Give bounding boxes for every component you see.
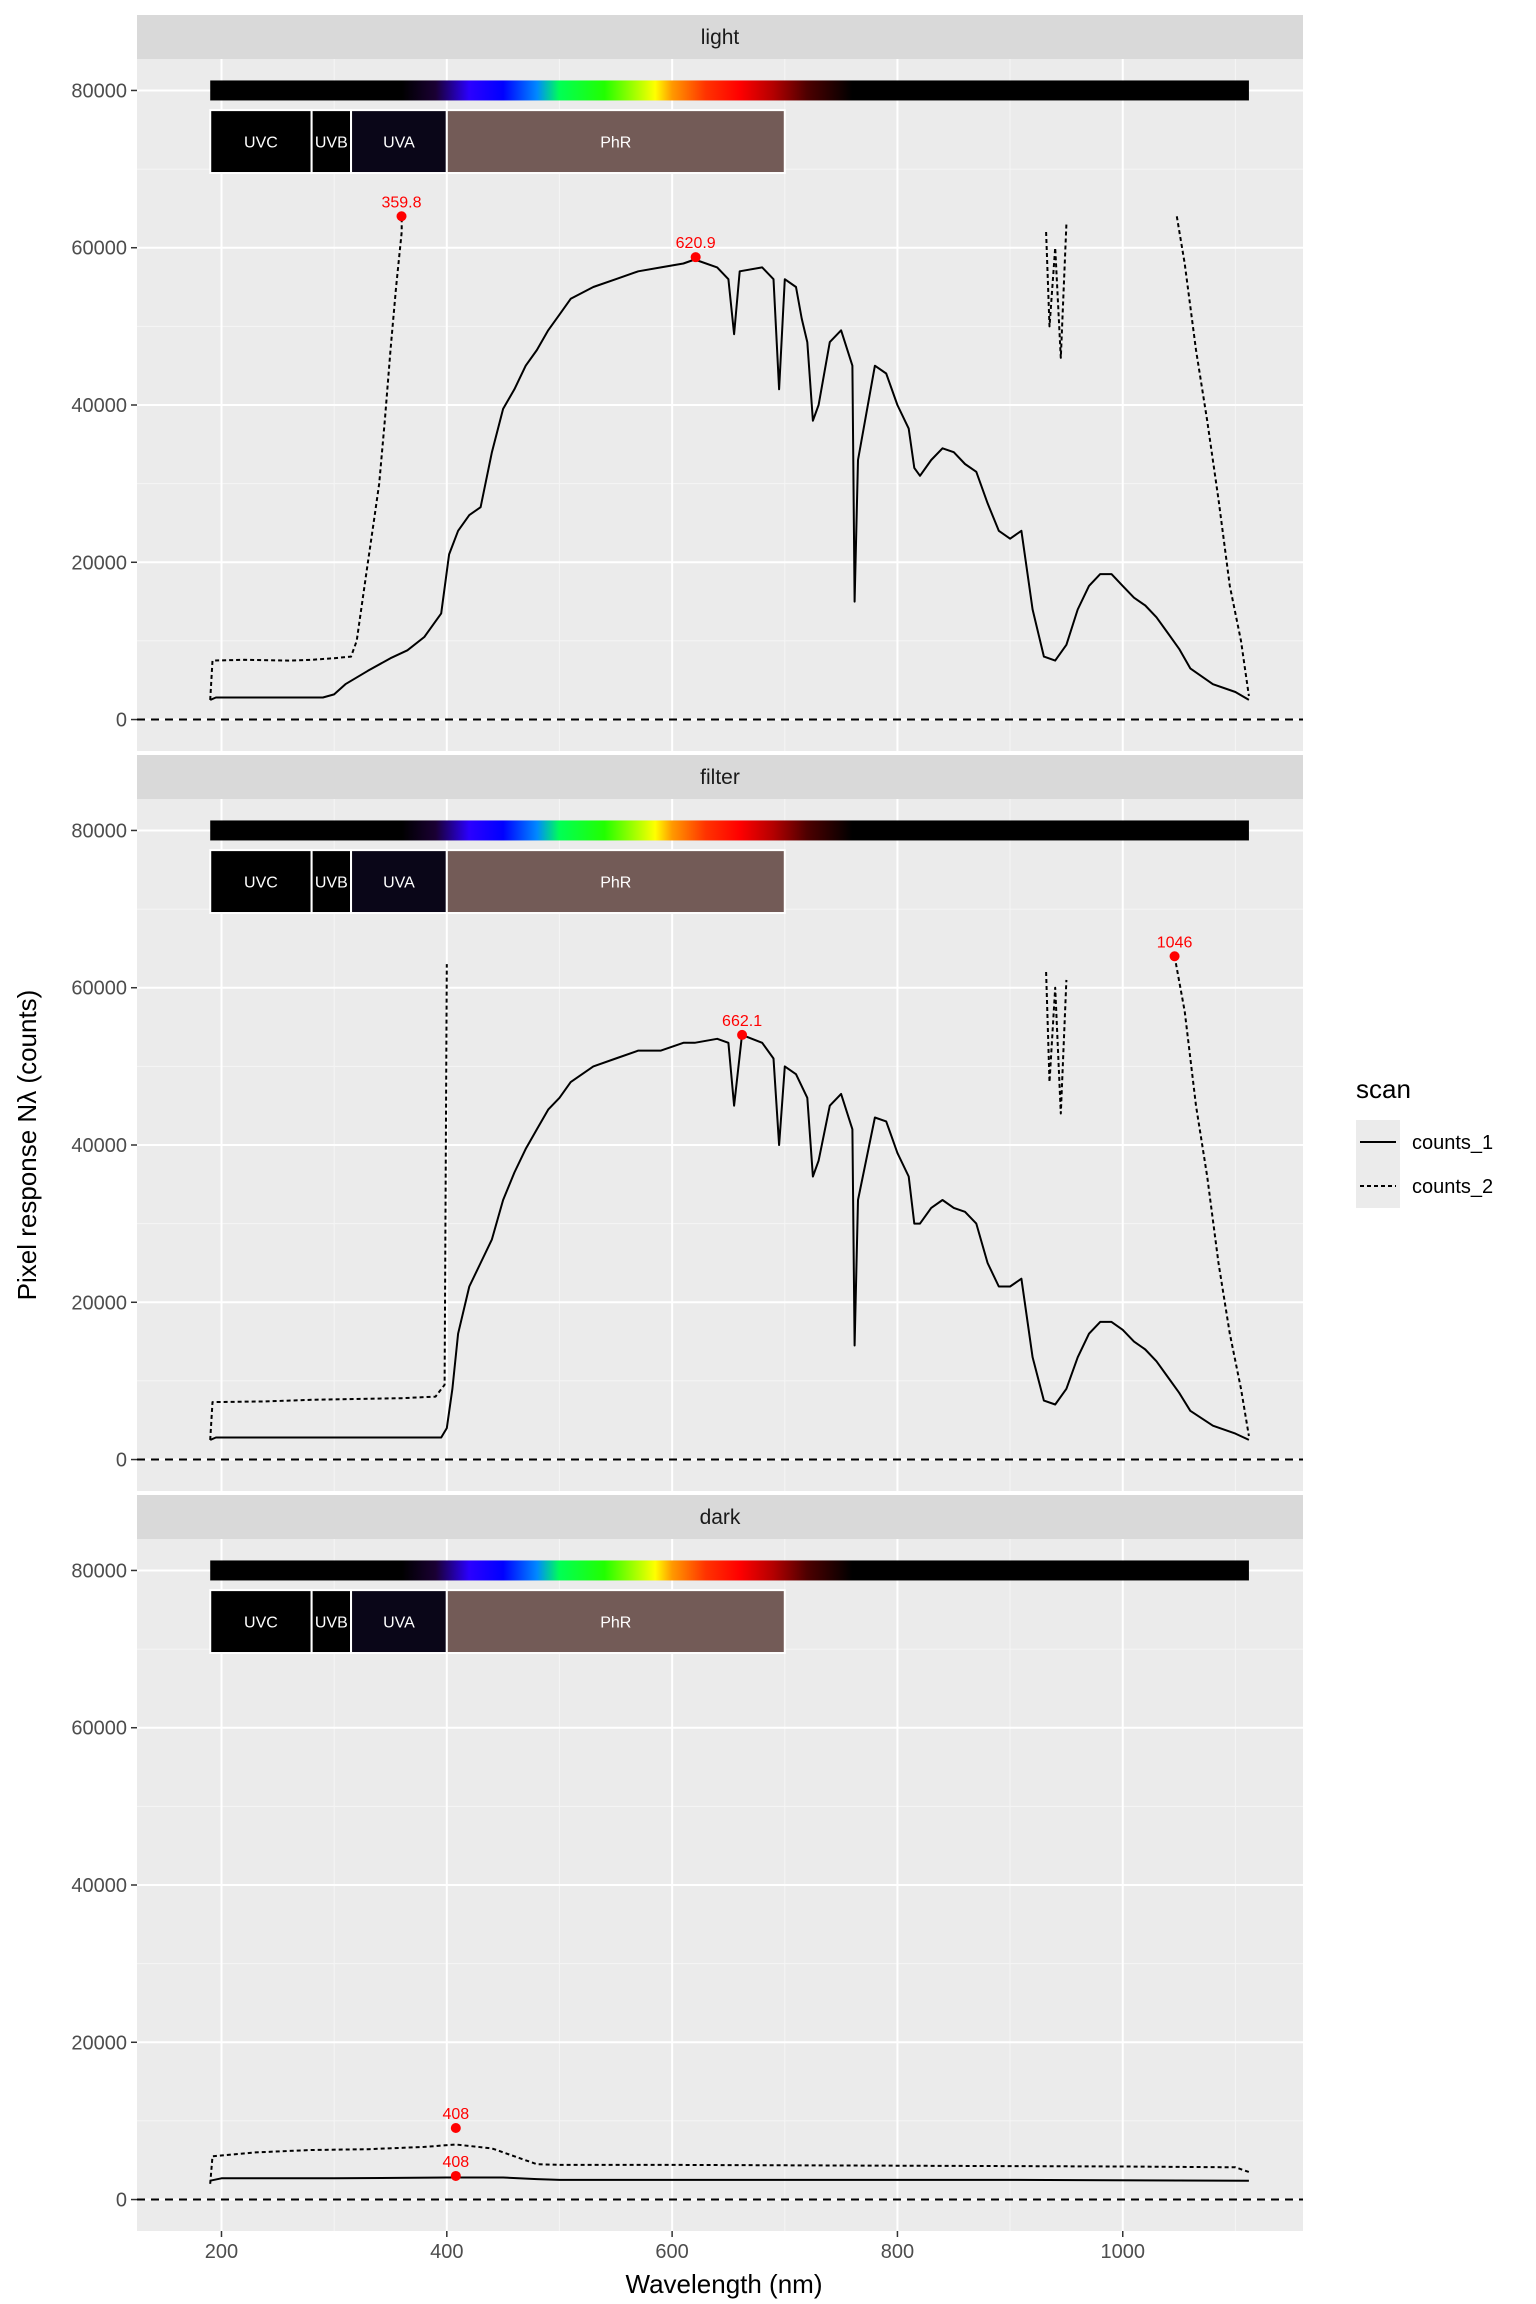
series-line-counts-2 [209,216,403,700]
band-label: PhR [600,135,631,152]
spectrum-bar [210,1560,1249,1581]
band-label: UVC [244,135,278,152]
band-label: UVA [383,135,415,152]
y-tick-label: 80000 [71,1560,127,1582]
band-phr [445,109,786,175]
peak-point [396,211,407,222]
peak-point [450,2122,461,2133]
x-tick-label: 400 [430,2241,463,2263]
legend-label-counts-2: counts_2 [1412,1176,1493,1198]
peak-label: 359.8 [381,194,421,211]
strip-label: dark [700,1506,741,1529]
series-line-counts-2 [1175,216,1250,697]
y-tick-label: 40000 [71,1875,127,1897]
band-label: UVA [383,1615,415,1632]
y-tick-label: 0 [116,1450,127,1472]
band-label: UVA [383,875,415,892]
y-tick-label: 0 [116,710,127,732]
y-axis-title: Pixel response Nλ (counts) [12,990,42,1301]
peak-point [690,252,701,263]
band-label: UVC [244,875,278,892]
series-line-counts-2 [1173,956,1250,1437]
peak-label: 1046 [1157,934,1193,951]
y-tick-label: 20000 [71,1292,127,1314]
band-label: PhR [600,875,631,892]
peak-point [737,1029,748,1040]
panel-filter: filter 0 20000 40000 60000 80000 UVC UVB UVA PhR 6… [71,755,1303,1491]
legend-title: scan [1356,1074,1411,1104]
x-tick-label: 600 [655,2241,688,2263]
series-line-counts-2 [209,964,448,1440]
series-line-counts-2 [209,2143,1250,2184]
peak-point [1169,951,1180,962]
y-tick-label: 40000 [71,395,127,417]
legend-label-counts-1: counts_1 [1412,1132,1493,1154]
band-phr [445,1589,786,1655]
y-tick-label: 20000 [71,552,127,574]
band-uvb [310,1589,353,1655]
strip-background [137,15,1303,59]
x-tick-label: 200 [205,2241,238,2263]
peak-point [450,2170,461,2181]
strip-label: filter [700,766,740,789]
panel-dark: dark 0 20000 40000 60000 80000 200 400 600 800 100… [71,1495,1303,2263]
strip-background [137,1495,1303,1539]
strip-label: light [701,26,740,49]
band-label: UVB [315,875,348,892]
band-label: UVB [315,135,348,152]
series-line-counts-1 [209,1033,1250,1441]
band-uva [350,1589,448,1655]
strip-background [137,755,1303,799]
band-uva [350,849,448,915]
band-label: UVC [244,1615,278,1632]
x-axis-title: Wavelength (nm) [626,2269,823,2299]
y-tick-label: 40000 [71,1135,127,1157]
spectrum-bar [210,820,1249,841]
y-tick-label: 60000 [71,1718,127,1740]
peak-label: 408 [442,2154,469,2171]
x-tick-label: 800 [881,2241,914,2263]
y-tick-label: 60000 [71,978,127,1000]
panel-light: light 0 20000 40000 60000 80000 UVC UVB UVA PhR 35… [71,15,1303,751]
series-line-counts-2 [1045,971,1068,1115]
band-phr [445,849,786,915]
peak-label: 408 [442,2106,469,2123]
y-tick-label: 20000 [71,2032,127,2054]
legend: scan counts_1 counts_2 [1356,1074,1493,1208]
band-label: PhR [600,1615,631,1632]
axes: Pixel response Nλ (counts) Wavelength (n… [12,990,823,2299]
y-tick-label: 0 [116,2190,127,2212]
peak-label: 662.1 [722,1013,762,1030]
band-uva [350,109,448,175]
y-tick-label: 60000 [71,238,127,260]
band-uvc [209,849,313,915]
band-label: UVB [315,1615,348,1632]
spectrum-bar [210,80,1249,101]
series-line-counts-1 [209,2176,1249,2182]
peak-label: 620.9 [676,235,716,252]
y-tick-label: 80000 [71,80,127,102]
y-tick-label: 80000 [71,820,127,842]
series-line-counts-1 [209,258,1250,701]
x-tick-label: 1000 [1100,2241,1145,2263]
